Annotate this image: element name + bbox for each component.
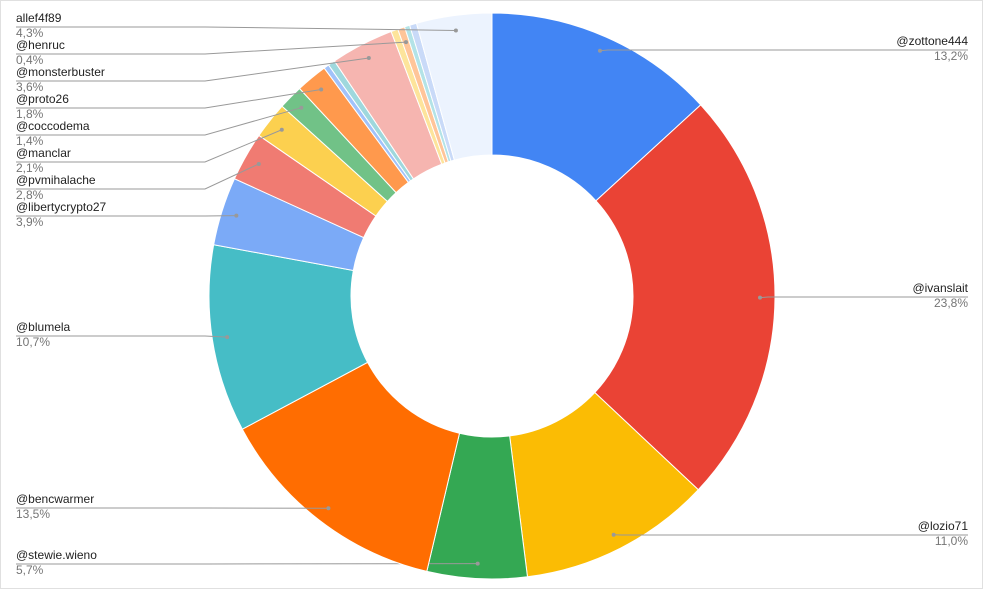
leader-dot: [403, 40, 408, 45]
slice: [241, 361, 461, 572]
slice-value: 1,4%: [16, 134, 44, 148]
slice-label: @coccodema: [16, 119, 90, 133]
slice-label: @zottone444: [896, 34, 968, 48]
slice-value: 4,3%: [16, 26, 44, 40]
leader-dot: [475, 561, 480, 566]
slice: [415, 12, 493, 161]
leader-dot: [225, 335, 230, 340]
slice-label: @ivanslait: [912, 281, 968, 295]
leader-line: [759, 296, 968, 299]
slice-value: 0,4%: [16, 53, 44, 67]
leader-line: [16, 107, 302, 136]
leader-dot: [319, 87, 324, 92]
slice-label: @proto26: [16, 92, 69, 106]
slice-value: 11,0%: [935, 534, 968, 548]
leader-dot: [299, 105, 304, 110]
slice-value: 5,7%: [16, 563, 44, 577]
leader-line: [599, 49, 968, 52]
slice: [491, 12, 702, 202]
leader-dot: [366, 55, 371, 60]
slice-value: 10,7%: [16, 335, 50, 349]
leader-dot: [326, 506, 331, 511]
slice-label: @monsterbuster: [16, 65, 105, 79]
slice-value: 3,9%: [16, 215, 44, 229]
leader-line: [16, 57, 369, 82]
slice-label: @lozio71: [918, 519, 969, 533]
leader-line: [16, 163, 260, 190]
leader-dot: [611, 532, 616, 537]
slice-value: 23,8%: [934, 296, 968, 310]
slice-label: @manclar: [16, 146, 71, 160]
leader-line: [16, 335, 228, 338]
leader-dot: [453, 28, 458, 33]
leader-dot: [597, 48, 602, 53]
slice-value: 1,8%: [16, 107, 44, 121]
slice-value: 3,6%: [16, 80, 44, 94]
leader-dot: [256, 161, 261, 166]
slice-value: 13,5%: [16, 507, 50, 521]
slice-label: @libertycrypto27: [16, 200, 107, 214]
leader-dot: [757, 295, 762, 300]
slice-label: @bencwarmer: [16, 492, 94, 506]
slice-label: @pvmihalache: [16, 173, 96, 187]
slice: [594, 104, 776, 491]
leader-line: [16, 26, 456, 31]
slice-label: allef4f89: [16, 11, 62, 25]
leader-line: [16, 129, 282, 163]
slice-label: @stewie.wieno: [16, 548, 97, 562]
leader-dot: [234, 213, 239, 218]
slice-label: @blumela: [16, 320, 71, 334]
leader-dot: [279, 127, 284, 132]
slice-value: 2,8%: [16, 188, 44, 202]
slice-value: 2,1%: [16, 161, 44, 175]
leader-line: [16, 89, 322, 109]
leader-line: [16, 41, 407, 55]
slice-value: 13,2%: [934, 49, 968, 63]
slice-label: @henruc: [16, 38, 65, 52]
